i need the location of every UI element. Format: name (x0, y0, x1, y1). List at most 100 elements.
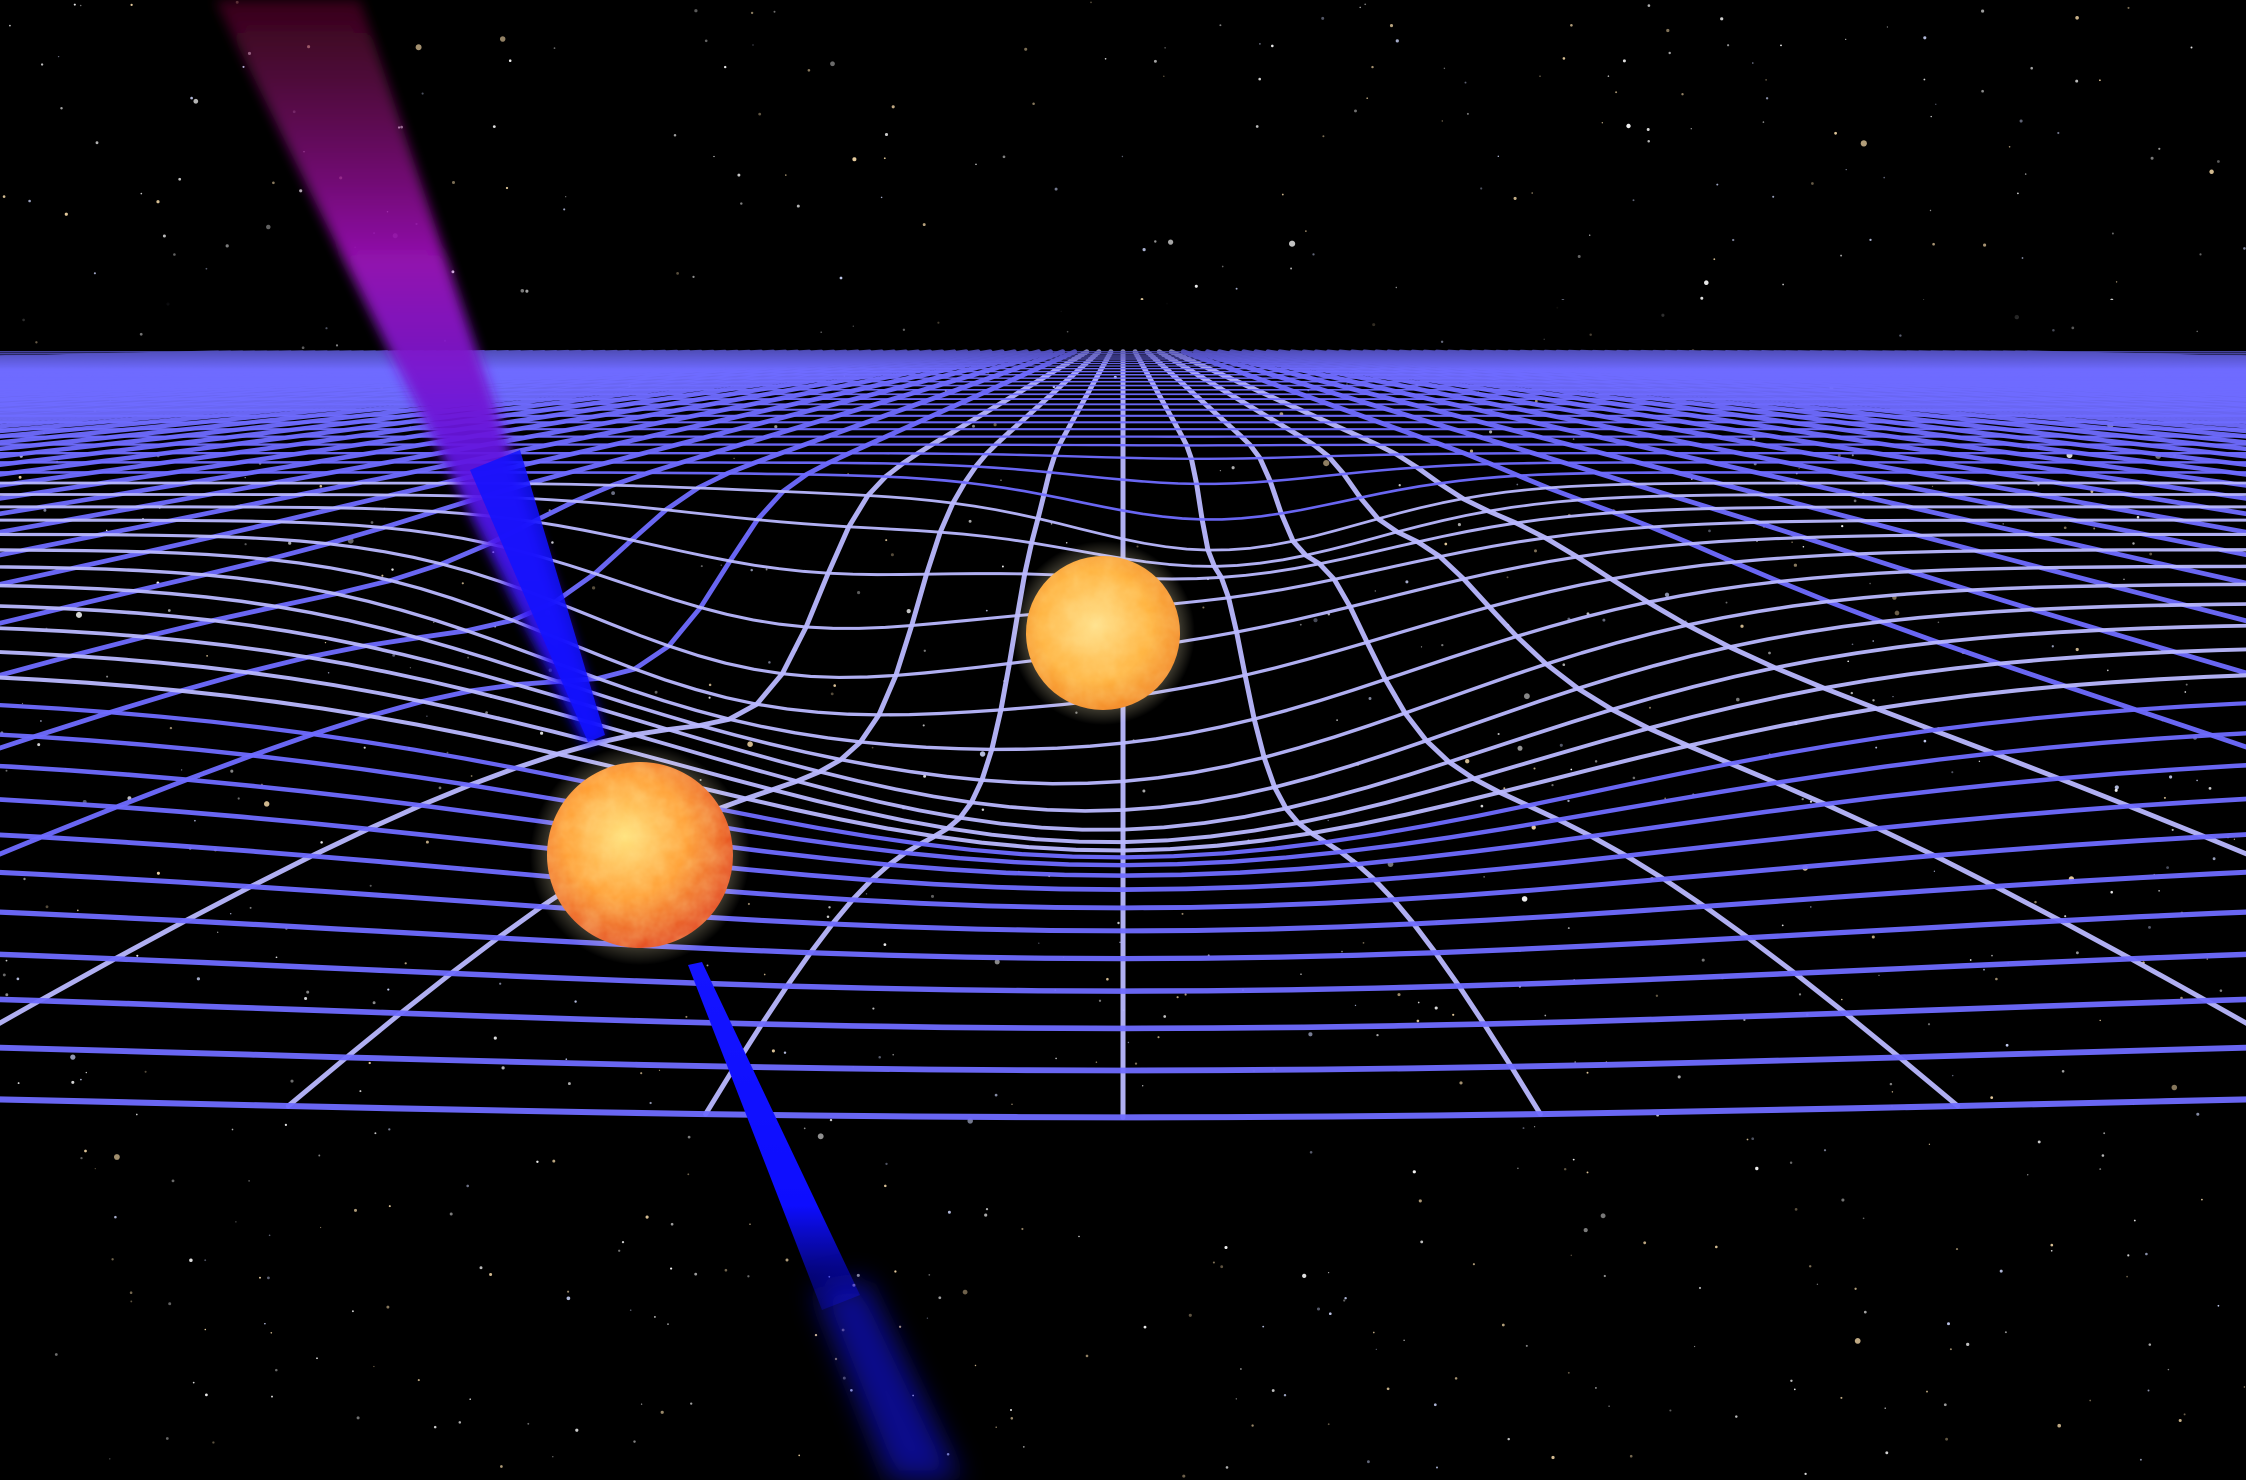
star-dot (1281, 193, 1284, 196)
star-dot (747, 741, 753, 748)
star-dot (834, 1357, 838, 1361)
star-dot (938, 1296, 942, 1300)
star-dot (852, 157, 857, 162)
star-dot (1517, 1167, 1519, 1170)
star-dot (16, 977, 20, 981)
star-dot (1000, 479, 1002, 482)
star-dot (1935, 103, 1937, 105)
star-dot (1955, 1248, 1959, 1251)
star-dot (1923, 36, 1927, 40)
star-dot (1163, 75, 1165, 77)
lower-radio-beam (688, 962, 960, 1480)
star-dot (479, 1266, 483, 1270)
star-dot (1841, 1198, 1845, 1202)
star-dot (1221, 265, 1224, 268)
star-dot (1798, 993, 1802, 996)
star-dot (884, 1184, 887, 1188)
grid-line (0, 951, 2246, 994)
star-dot (1364, 3, 1367, 6)
star-dot (2183, 1413, 2186, 1416)
star-dot (985, 1207, 989, 1211)
star-dot (2017, 192, 2019, 195)
star-dot (288, 541, 292, 545)
star-dot (1098, 999, 1102, 1002)
star-dot (2217, 160, 2220, 163)
star-dot (930, 894, 935, 898)
star-dot (327, 671, 330, 674)
star-dot (1376, 1033, 1379, 1037)
star-dot (1978, 760, 1981, 763)
star-dot (1878, 974, 1880, 977)
star-dot (563, 208, 566, 211)
star-dot (381, 574, 384, 577)
star-dot (981, 808, 985, 811)
grid-line (0, 869, 2246, 934)
star-dot (1523, 693, 1530, 700)
star-dot (446, 751, 449, 754)
star-dot (1586, 1171, 1589, 1174)
star-dot (2034, 900, 2037, 904)
star-dot (885, 1162, 888, 1166)
star-dot (947, 1210, 951, 1214)
star-dot (1860, 140, 1867, 147)
star-dot (1316, 1307, 1321, 1311)
grid-line (0, 731, 2246, 868)
star-dot (1457, 523, 1461, 527)
star-dot (275, 1368, 278, 1372)
star-dot (1308, 1032, 1313, 1037)
star-dot (1313, 618, 1318, 623)
star-dot (1951, 1074, 1954, 1077)
star-dot (1991, 954, 1993, 957)
star-dot (633, 1440, 636, 1443)
star-dot (553, 47, 556, 49)
star-dot (1740, 624, 1744, 628)
star-dot (2127, 6, 2130, 9)
star-dot (388, 1128, 391, 1131)
star-dot (928, 1274, 931, 1276)
star-dot (229, 912, 232, 915)
star-dot (2217, 1304, 2220, 1307)
star-dot (1802, 545, 1805, 548)
star-dot (1714, 1245, 1718, 1249)
star-dot (2184, 691, 2187, 693)
star-dot (2133, 1219, 2136, 1222)
star-dot (2132, 542, 2135, 545)
grid-line (0, 481, 2246, 552)
star-dot (1567, 927, 1570, 930)
star-dot (1055, 1057, 1057, 1060)
grid-line (0, 763, 2246, 878)
star-dot (1489, 430, 1493, 434)
star-dot (1225, 1466, 1229, 1469)
star-dot (85, 1071, 87, 1074)
star-dot (386, 1305, 390, 1309)
star-dot (1600, 1213, 1606, 1219)
star-dot (21, 702, 24, 705)
star-dot (1713, 258, 1716, 261)
star-dot (1212, 1261, 1215, 1264)
star-dot (891, 105, 895, 109)
star-dot (890, 553, 894, 557)
star-dot (1762, 121, 1765, 123)
star-dot (2169, 775, 2173, 779)
star-dot (165, 1437, 169, 1440)
star-dot (1559, 743, 1563, 747)
star-dot (2148, 925, 2151, 929)
star-dot (1693, 1345, 1696, 1348)
grid-line (0, 673, 2246, 853)
star-dot (316, 1357, 318, 1360)
star-dot (2167, 1368, 2170, 1371)
star-dot (1725, 601, 1728, 604)
star-dot (1050, 522, 1053, 525)
star-dot (1999, 1269, 2003, 1273)
star-dot (1176, 996, 1179, 999)
star-dot (1322, 135, 1325, 138)
star-dot (1001, 565, 1004, 568)
star-dot (178, 177, 182, 181)
star-dot (1418, 1199, 1422, 1203)
star-dot (694, 1272, 698, 1276)
star-dot (566, 1296, 571, 1301)
star-dot (640, 1072, 643, 1075)
star-dot (156, 200, 160, 204)
star-dot (1834, 131, 1837, 135)
